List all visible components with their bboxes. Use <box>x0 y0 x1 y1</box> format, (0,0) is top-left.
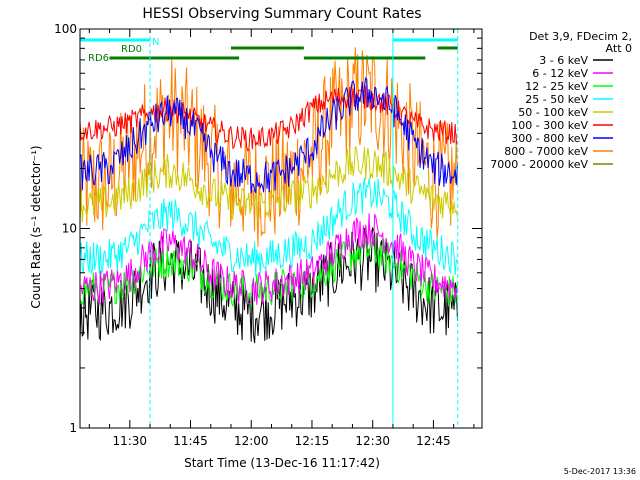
y-tick-label-1: 10 <box>62 222 77 236</box>
series-line-4 <box>79 145 458 223</box>
x-tick-labels: 11:30 11:45 12:00 12:15 12:30 12:45 <box>112 434 450 448</box>
legend-label-6: 300 - 800 keV <box>511 132 588 145</box>
night-annotation: N <box>152 37 159 48</box>
x-tick-label-3: 12:15 <box>295 434 330 448</box>
legend-label-2: 12 - 25 keV <box>525 80 588 93</box>
legend-label-8: 7000 - 20000 keV <box>490 158 588 171</box>
x-tick-label-1: 11:45 <box>173 434 208 448</box>
plot-frame <box>79 28 483 429</box>
x-tick-label-4: 12:30 <box>355 434 390 448</box>
y-tick-labels: 1 10 100 <box>54 22 77 435</box>
series-line-6 <box>79 77 458 194</box>
legend-header-line2: Att 0 <box>606 42 632 55</box>
y-axis-label: Count Rate (s⁻¹ detector⁻¹) <box>29 145 43 308</box>
x-tick-label-0: 11:30 <box>112 434 147 448</box>
legend-label-7: 800 - 7000 keV <box>504 145 588 158</box>
x-tick-label-5: 12:45 <box>416 434 451 448</box>
x-axis-label: Start Time (13-Dec-16 11:17:42) <box>184 456 380 470</box>
series-line-3 <box>79 178 458 277</box>
y-tick-label-2: 100 <box>54 22 77 36</box>
series-line-0 <box>79 226 458 344</box>
chart-title: HESSI Observing Summary Count Rates <box>142 6 421 22</box>
rd0-annotation: RD0 <box>121 44 142 55</box>
legend-label-5: 100 - 300 keV <box>511 119 588 132</box>
series-traces <box>79 47 458 344</box>
series-line-1 <box>79 213 458 305</box>
legend-label-4: 50 - 100 keV <box>518 106 588 119</box>
rd6-annotation: RD6 <box>88 53 109 64</box>
legend-label-3: 25 - 50 keV <box>525 93 588 106</box>
timestamp: 5-Dec-2017 13:36 <box>564 467 636 476</box>
legend-header-line1: Det 3,9, FDecim 2, <box>529 30 632 43</box>
legend-label-1: 6 - 12 keV <box>532 67 588 80</box>
y-tick-label-0: 1 <box>69 421 77 435</box>
legend-label-0: 3 - 6 keV <box>539 54 588 67</box>
x-tick-label-2: 12:00 <box>234 434 269 448</box>
